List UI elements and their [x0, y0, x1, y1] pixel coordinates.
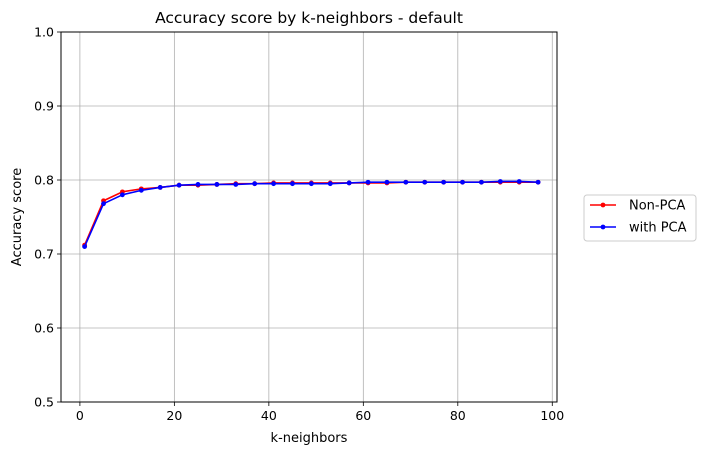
data-point-with-pca: [346, 180, 352, 186]
legend-label-with-pca: with PCA: [629, 221, 687, 236]
ticks: 0 20 40 60 80 100 0.5 0.6 0.7 0.8 0.9 1.0: [34, 25, 564, 424]
data-point-with-pca: [252, 181, 258, 187]
data-point-with-pca: [101, 201, 106, 207]
data-point-with-pca: [157, 185, 163, 190]
y-axis-label: Accuracy score: [10, 168, 25, 266]
y-tick-label: 0.8: [34, 173, 54, 188]
grid: [61, 31, 557, 403]
data-point-with-pca: [308, 181, 314, 187]
x-tick-label: 60: [355, 408, 371, 423]
data-point-with-pca: [403, 179, 409, 185]
data-point-with-pca: [176, 182, 182, 188]
data-point-with-pca: [516, 179, 522, 184]
data-point-with-pca: [120, 192, 125, 198]
data-point-with-pca: [384, 179, 390, 185]
data-point-with-pca: [195, 182, 201, 187]
legend-label-non-pca: Non-PCA: [629, 199, 686, 214]
x-tick-label: 100: [540, 408, 564, 423]
legend-marker-with-pca: [600, 224, 606, 230]
x-tick-label: 80: [450, 408, 466, 423]
data-point-with-pca: [214, 182, 220, 187]
x-tick-label: 40: [261, 408, 277, 423]
legend: Non-PCA with PCA: [583, 194, 697, 242]
data-point-with-pca: [497, 179, 503, 184]
data-point-with-pca: [233, 182, 239, 187]
x-tick-label: 20: [166, 408, 182, 423]
y-tick-label: 0.7: [34, 247, 54, 262]
legend-marker-non-pca: [600, 202, 606, 208]
data-point-with-pca: [479, 179, 484, 185]
data-point-with-pca: [441, 179, 447, 185]
x-tick-label: 0: [76, 408, 84, 423]
y-tick-label: 0.9: [34, 99, 54, 114]
plot-frame: [60, 31, 558, 403]
y-tick-label: 0.6: [34, 321, 54, 336]
y-tick-label: 0.5: [34, 395, 54, 410]
data-point-with-pca: [271, 181, 276, 187]
data-point-with-pca: [138, 187, 144, 193]
data-point-with-pca: [422, 179, 428, 185]
data-point-with-pca: [460, 179, 465, 185]
plot-lines: [82, 179, 541, 250]
data-point-with-pca: [290, 181, 295, 187]
chart-title: Accuracy score by k-neighbors - default: [155, 9, 463, 27]
data-point-with-pca: [327, 181, 333, 187]
x-axis-label: k-neighbors: [271, 431, 348, 446]
data-point-with-pca: [82, 244, 88, 250]
legend-box: [583, 194, 697, 242]
y-tick-label: 1.0: [34, 25, 54, 40]
data-point-with-pca: [535, 179, 541, 185]
data-point-with-pca: [365, 179, 371, 185]
